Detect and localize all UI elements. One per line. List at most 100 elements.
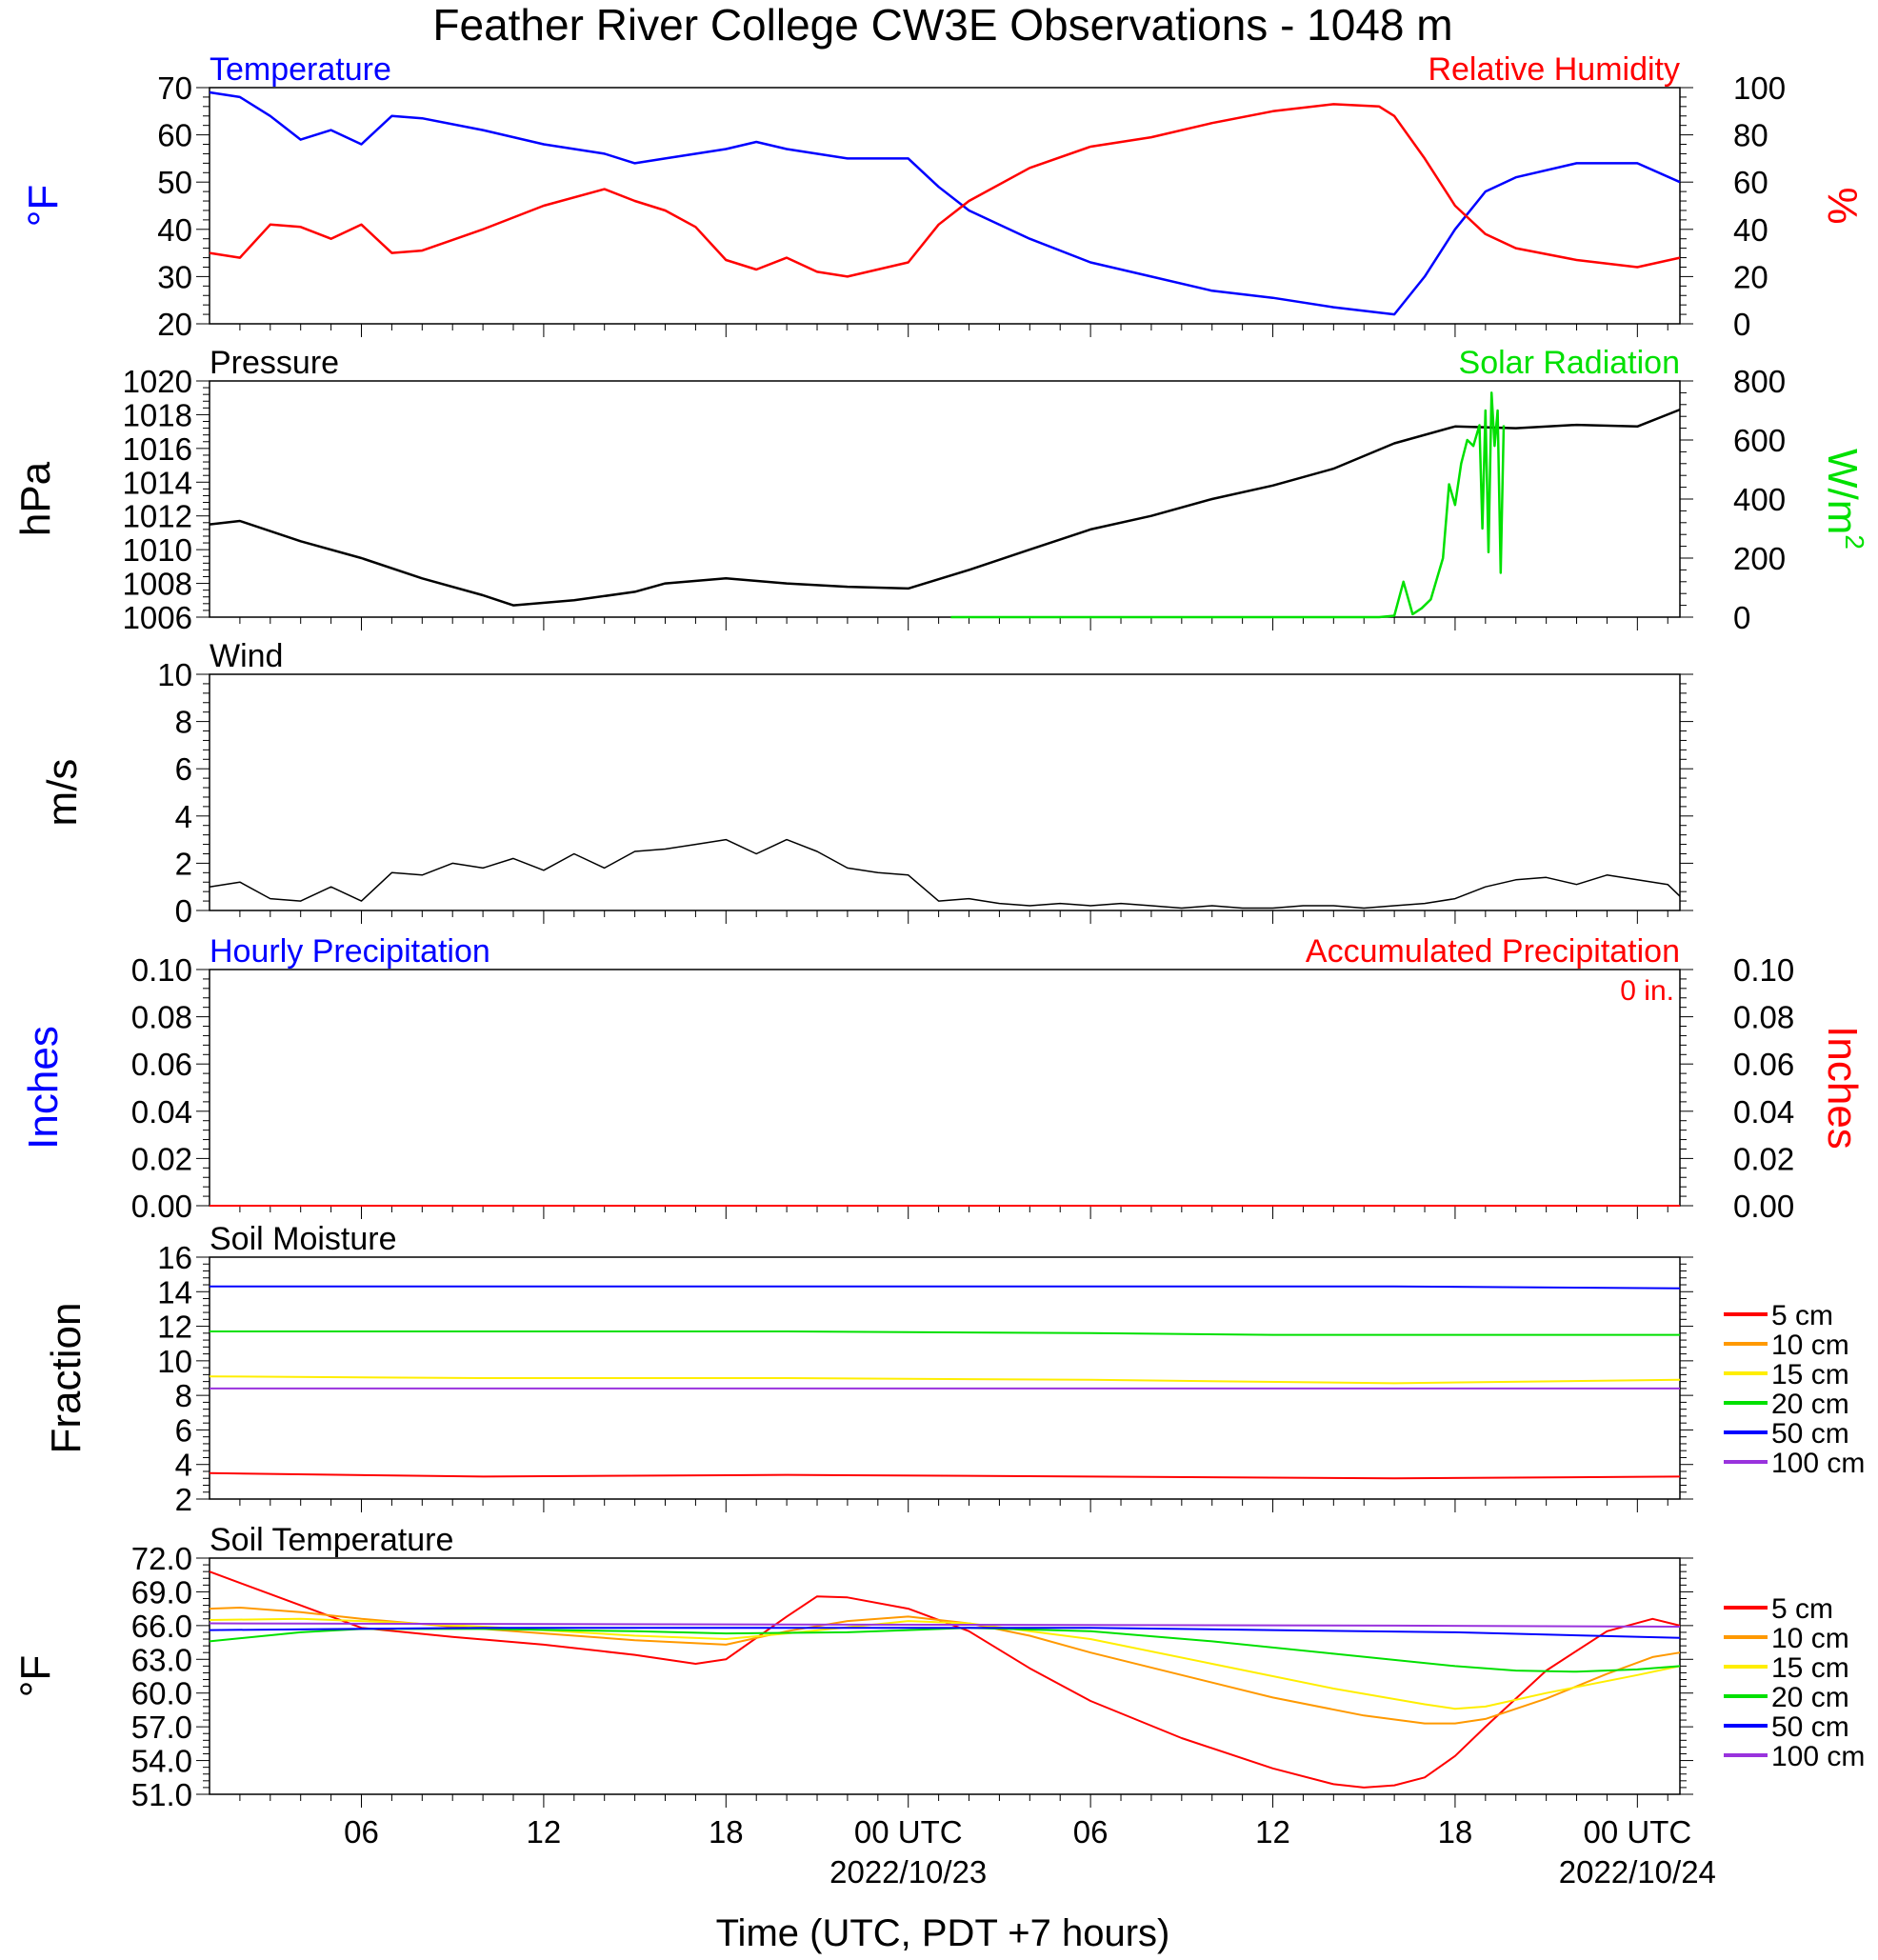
left-tick-label: 14 bbox=[157, 1274, 192, 1310]
left-tick-label: 51.0 bbox=[131, 1777, 192, 1812]
left-tick-label: 1018 bbox=[123, 397, 192, 432]
left-tick-label: 54.0 bbox=[131, 1744, 192, 1779]
panel-right-label: Accumulated Precipitation bbox=[1306, 933, 1680, 970]
plot-frame bbox=[209, 673, 1681, 911]
left-tick-label: 0.00 bbox=[131, 1189, 192, 1224]
axis-ticks bbox=[196, 1256, 1693, 1512]
series-line-50-cm bbox=[209, 1627, 1681, 1639]
left-tick-label: 4 bbox=[175, 799, 192, 834]
left-tick-label: 2 bbox=[175, 1482, 192, 1517]
left-tick-label: 0.04 bbox=[131, 1094, 192, 1130]
left-tick-label: 57.0 bbox=[131, 1710, 192, 1745]
panel-soil-temp: 51.054.057.060.063.066.069.072.0 Soil Tem… bbox=[12, 1522, 1865, 1812]
left-tick-label: 8 bbox=[175, 705, 192, 740]
left-tick-label: 1016 bbox=[123, 431, 192, 467]
series-line-15-cm bbox=[209, 1375, 1681, 1385]
legend-label: 100 cm bbox=[1771, 1741, 1865, 1772]
left-tick-label: 2 bbox=[175, 846, 192, 881]
right-tick-label: 0.06 bbox=[1733, 1047, 1794, 1082]
legend-label: 50 cm bbox=[1771, 1711, 1849, 1743]
series-line-relative-humidity bbox=[209, 103, 1681, 278]
legend-label: 15 cm bbox=[1771, 1359, 1849, 1390]
series-line-50-cm bbox=[210, 1285, 1681, 1290]
legend-label: 100 cm bbox=[1771, 1448, 1865, 1479]
series-line-pressure bbox=[209, 408, 1681, 607]
series-group bbox=[209, 90, 1681, 316]
right-tick-label: 0.04 bbox=[1733, 1094, 1794, 1130]
left-axis-unit: Inches bbox=[20, 1026, 67, 1150]
series-line-20-cm bbox=[210, 1330, 1680, 1336]
left-tick-label: 0.06 bbox=[131, 1047, 192, 1082]
panel-right-label: Relative Humidity bbox=[1428, 51, 1680, 88]
legend-label: 15 cm bbox=[1771, 1652, 1849, 1684]
legend-label: 10 cm bbox=[1771, 1330, 1849, 1361]
x-tick-label: 06 bbox=[344, 1814, 379, 1850]
left-tick-label: 10 bbox=[157, 1344, 192, 1379]
left-tick-label: 60 bbox=[157, 118, 192, 153]
x-date-label: 2022/10/23 bbox=[829, 1854, 987, 1890]
left-tick-label: 50 bbox=[157, 165, 192, 200]
right-tick-label: 40 bbox=[1733, 212, 1768, 248]
plot-frame bbox=[209, 87, 1681, 325]
left-tick-label: 0.02 bbox=[131, 1141, 192, 1176]
x-tick-label: 00 UTC bbox=[854, 1814, 963, 1850]
right-tick-label: 0.00 bbox=[1733, 1189, 1794, 1224]
right-tick-label: 0 bbox=[1733, 307, 1750, 342]
plot-frame bbox=[209, 969, 1681, 1207]
axis-ticks bbox=[196, 380, 1693, 630]
right-tick-label: 100 bbox=[1733, 70, 1786, 106]
left-tick-label: 6 bbox=[175, 751, 192, 787]
left-tick-label: 66.0 bbox=[131, 1609, 192, 1644]
left-tick-label: 0 bbox=[175, 893, 192, 929]
legend-label: 5 cm bbox=[1771, 1300, 1833, 1331]
series-group bbox=[209, 1570, 1681, 1789]
left-axis-unit: °F bbox=[12, 1655, 59, 1697]
legend-label: 20 cm bbox=[1771, 1682, 1849, 1713]
x-tick-label: 06 bbox=[1073, 1814, 1109, 1850]
left-axis-unit: m/s bbox=[39, 759, 86, 827]
right-tick-label: 0.02 bbox=[1733, 1141, 1794, 1176]
right-tick-label: 80 bbox=[1733, 118, 1768, 153]
panel-left-label: Soil Temperature bbox=[210, 1522, 453, 1558]
right-tick-label: 0.10 bbox=[1733, 952, 1794, 988]
left-axis-unit: Fraction bbox=[43, 1303, 90, 1454]
series-line-solar-radiation bbox=[950, 391, 1506, 619]
figure-title: Feather River College CW3E Observations … bbox=[432, 0, 1452, 50]
axis-ticks bbox=[196, 969, 1693, 1219]
panel-right-label: Solar Radiation bbox=[1459, 345, 1680, 381]
plot-frame bbox=[209, 1557, 1681, 1795]
left-axis-unit: hPa bbox=[12, 461, 59, 536]
series-line-5-cm bbox=[209, 1471, 1681, 1480]
right-tick-label: 60 bbox=[1733, 165, 1768, 200]
series-line-5-cm bbox=[209, 1570, 1681, 1789]
legend-label: 5 cm bbox=[1771, 1593, 1833, 1625]
left-tick-label: 4 bbox=[175, 1448, 192, 1483]
left-tick-label: 60.0 bbox=[131, 1676, 192, 1711]
axis-ticks bbox=[196, 673, 1693, 924]
left-tick-label: 0.10 bbox=[131, 952, 192, 988]
left-tick-label: 63.0 bbox=[131, 1642, 192, 1677]
panel-left-label: Hourly Precipitation bbox=[210, 933, 490, 970]
left-tick-label: 20 bbox=[157, 307, 192, 342]
x-tick-labels: 06 12 18 00 UTC 2022/10/23 06 12 18 00 UTC 2022/1… bbox=[344, 1814, 1716, 1890]
left-tick-label: 70 bbox=[157, 70, 192, 106]
series-group bbox=[209, 1285, 1681, 1480]
right-axis-unit: % bbox=[1819, 187, 1866, 224]
right-tick-label: 800 bbox=[1733, 364, 1786, 399]
series-line-15-cm bbox=[209, 1617, 1681, 1710]
series-line-100-cm bbox=[209, 1622, 1681, 1628]
left-tick-label: 30 bbox=[157, 259, 192, 294]
series-line-temperature bbox=[209, 90, 1681, 316]
legend-label: 10 cm bbox=[1771, 1623, 1849, 1654]
accumulated-total-label: 0 in. bbox=[1620, 975, 1674, 1007]
left-tick-label: 1006 bbox=[123, 600, 192, 635]
left-tick-label: 1012 bbox=[123, 499, 192, 534]
series-group bbox=[209, 838, 1681, 910]
left-axis-unit: °F bbox=[20, 185, 67, 227]
left-tick-label: 16 bbox=[157, 1240, 192, 1275]
x-tick-label: 12 bbox=[1255, 1814, 1290, 1850]
legend-label: 50 cm bbox=[1771, 1418, 1849, 1450]
